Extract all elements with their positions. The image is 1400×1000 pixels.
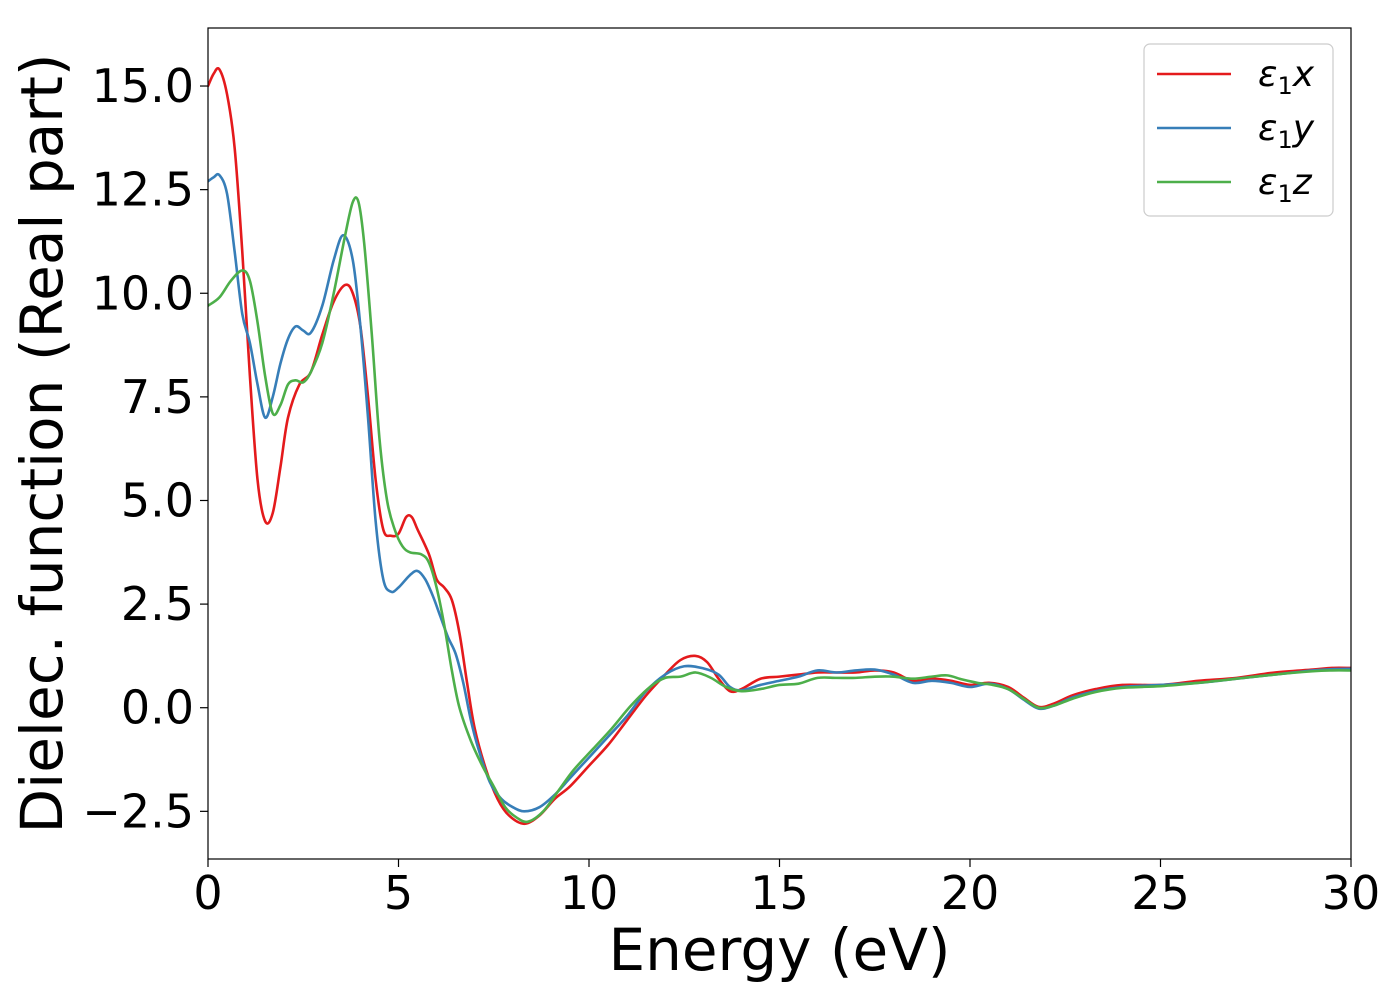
- legend-items: ε1x ε1y ε1z: [1157, 54, 1315, 208]
- legend-label-y: ε1y: [1258, 108, 1315, 154]
- x-tick-label: 0: [193, 866, 222, 920]
- legend-box: [1143, 43, 1334, 217]
- x-tick-label: 10: [560, 866, 619, 920]
- y-tick-label: 0.0: [121, 681, 194, 735]
- legend-label-z: ε1z: [1258, 162, 1313, 208]
- y-tick-label: −2.5: [82, 784, 194, 838]
- y-tick-label: 10.0: [92, 266, 194, 320]
- y-axis-ticks: −2.5 0.0 2.5 5.0 7.5 10.0 12.5 15.0: [82, 59, 208, 838]
- legend-label-x: ε1x: [1258, 54, 1315, 100]
- x-tick-label: 25: [1131, 866, 1190, 920]
- y-axis-label: Dielec. function (Real part): [8, 53, 76, 833]
- series-layer: [208, 66, 1351, 826]
- legend: ε1x ε1y ε1z: [1143, 43, 1334, 217]
- series-line-z: [208, 196, 1351, 824]
- y-tick-label: 2.5: [121, 577, 194, 631]
- x-axis-label: Energy (eV): [608, 916, 950, 984]
- x-tick-label: 20: [941, 866, 1000, 920]
- y-tick-label: 15.0: [92, 59, 194, 113]
- x-axis-ticks: 0 5 10 15 20 25 30: [193, 859, 1380, 920]
- y-tick-label: 12.5: [92, 163, 194, 217]
- y-tick-label: 5.0: [121, 473, 194, 527]
- x-tick-label: 5: [384, 866, 413, 920]
- x-tick-label: 30: [1322, 866, 1381, 920]
- x-tick-label: 15: [750, 866, 809, 920]
- y-tick-label: 7.5: [121, 370, 194, 424]
